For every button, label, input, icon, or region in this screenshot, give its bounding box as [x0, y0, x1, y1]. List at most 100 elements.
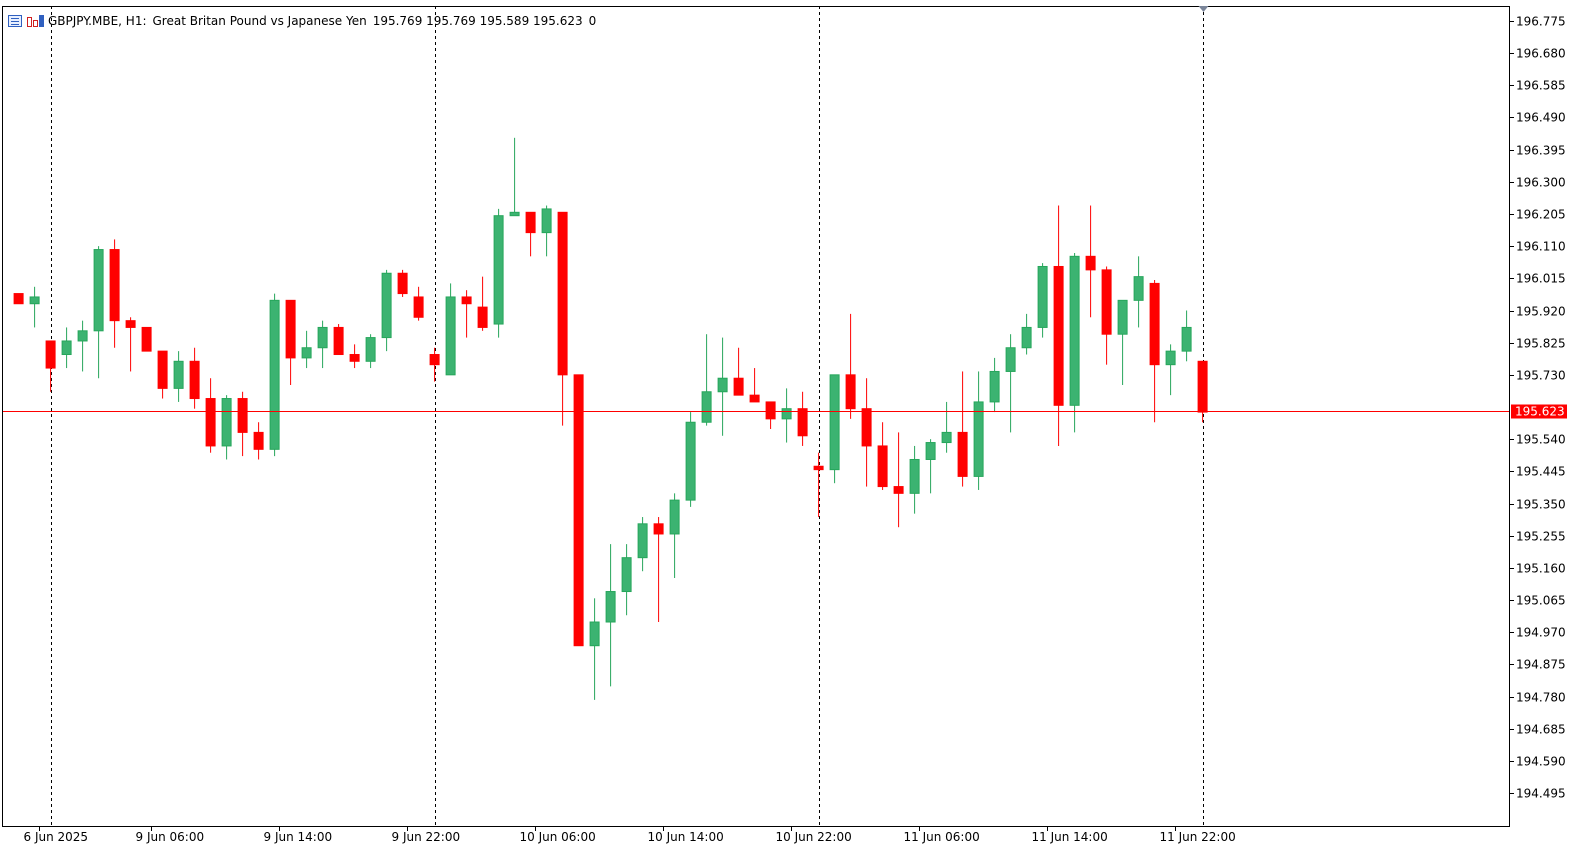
y-tick-label: 196.775: [1516, 15, 1566, 29]
candle-body-bear: [957, 431, 968, 477]
candle-body-bull: [605, 591, 616, 623]
candle: [29, 286, 40, 328]
candle-body-bull: [589, 621, 600, 647]
list-icon[interactable]: [8, 15, 22, 27]
candle-body-bear: [797, 408, 808, 437]
candle-body-bear: [733, 377, 744, 396]
chart-header: GBPJPY.MBE, H1: Great Britan Pound vs Ja…: [8, 12, 596, 30]
candle: [173, 351, 184, 402]
candle: [317, 320, 328, 369]
candle-body-bull: [493, 215, 504, 325]
candle: [1037, 263, 1048, 338]
candle: [861, 378, 872, 487]
candle: [125, 317, 136, 372]
candle: [509, 137, 520, 217]
candle-body-bull: [781, 408, 792, 420]
candle-body-bull: [1021, 326, 1032, 349]
candle-body-bear: [1101, 269, 1112, 335]
y-tick-label: 194.495: [1516, 787, 1566, 801]
candle: [749, 368, 760, 403]
candle: [605, 544, 616, 687]
candle: [221, 395, 232, 460]
y-tick-label: 195.160: [1516, 562, 1566, 576]
y-tick-label: 195.540: [1516, 433, 1566, 447]
candle-body-bull: [685, 421, 696, 501]
candle-body-bear: [189, 360, 200, 400]
candle-body-bear: [477, 306, 488, 328]
candle-body-bull: [925, 442, 936, 460]
candle: [525, 211, 536, 257]
candle-body-bear: [525, 211, 536, 234]
shift-marker[interactable]: [1198, 6, 1209, 12]
y-tick-label: 196.300: [1516, 176, 1566, 190]
candle-body-bear: [653, 523, 664, 535]
x-tick-label: 11 Jun 06:00: [904, 830, 980, 844]
candle: [941, 401, 952, 453]
candle: [349, 344, 360, 369]
candle-body-bull: [77, 330, 88, 342]
candle: [1069, 252, 1080, 433]
candle-body-bear: [157, 350, 168, 389]
candle: [1101, 266, 1112, 365]
candle-body-bull: [1005, 347, 1016, 372]
candle: [381, 269, 392, 352]
candle: [957, 371, 968, 487]
plot-border: [2, 6, 1510, 827]
candle-body-bear: [285, 299, 296, 359]
candle: [1165, 344, 1176, 396]
x-tick-label: 11 Jun 22:00: [1160, 830, 1236, 844]
candle-body-bull: [669, 499, 680, 535]
candle: [669, 493, 680, 578]
y-tick-label: 195.730: [1516, 369, 1566, 383]
y-tick-label: 196.680: [1516, 47, 1566, 61]
candle-body-bull: [1133, 276, 1144, 301]
candle-body-bull: [301, 347, 312, 359]
y-tick-label: 195.065: [1516, 594, 1566, 608]
candle: [701, 334, 712, 426]
candle-body-bull: [365, 337, 376, 362]
candle-body-bull: [381, 272, 392, 339]
candle-body-bear: [349, 354, 360, 362]
candle: [13, 293, 24, 305]
candle: [813, 452, 824, 518]
candle: [445, 283, 456, 376]
x-tick-label: 10 Jun 06:00: [520, 830, 596, 844]
current-price-badge: [1511, 404, 1567, 419]
candle: [765, 401, 776, 430]
candle-body-bear: [765, 401, 776, 420]
candle: [541, 205, 552, 257]
chart-bars-icon[interactable]: [26, 15, 44, 27]
price-axis[interactable]: 196.775 196.680 196.585 196.490 196.395 196.3…: [1509, 15, 1566, 801]
candle-body-bull: [1037, 265, 1048, 328]
y-tick-label: 196.110: [1516, 240, 1566, 254]
candle: [1117, 299, 1128, 385]
candle-body-bull: [717, 377, 728, 393]
y-tick-label: 195.825: [1516, 337, 1566, 351]
candle: [829, 374, 840, 484]
candle: [1021, 313, 1032, 355]
time-axis[interactable]: 6 Jun 2025 9 Jun 06:00 9 Jun 14:00 9 Jun 22…: [24, 826, 1236, 844]
candle-body-bear: [141, 326, 152, 352]
x-tick-label: 11 Jun 14:00: [1032, 830, 1108, 844]
y-tick-label: 195.920: [1516, 305, 1566, 319]
candle-body-bear: [109, 249, 120, 322]
candle-body-bull: [269, 299, 280, 450]
candle-body-bear: [1149, 282, 1160, 366]
candle: [157, 350, 168, 399]
candle: [973, 371, 984, 490]
candle-body-bear: [813, 465, 824, 471]
candle-body-bear: [1085, 255, 1096, 271]
candle: [285, 299, 296, 385]
candle-body-bull: [541, 208, 552, 234]
y-tick-label: 194.780: [1516, 691, 1566, 705]
candle-body-bear: [237, 398, 248, 433]
candle: [589, 598, 600, 700]
candle: [109, 239, 120, 348]
candle: [1085, 205, 1096, 318]
candle-body-bear: [461, 296, 472, 305]
candle-body-bull: [989, 370, 1000, 403]
candle: [189, 347, 200, 409]
candle-body-bear: [429, 354, 440, 366]
